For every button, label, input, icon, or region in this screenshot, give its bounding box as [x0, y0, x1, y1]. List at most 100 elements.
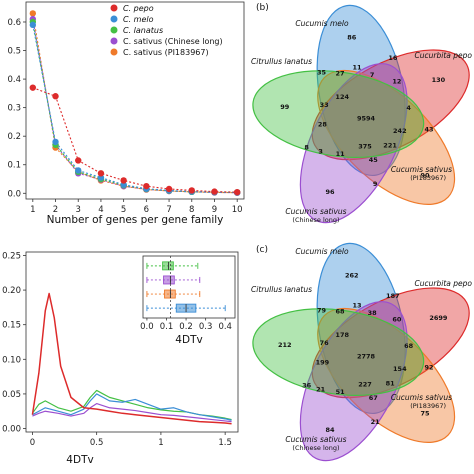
- venn-diagram-c: (c) Cucumis melo Cucurbita pepo Cucumis sa…: [251, 242, 472, 462]
- legend-marker-sativus-pi183967: [110, 48, 118, 56]
- venn-petal-cucurbita-pepo: [311, 49, 470, 161]
- y-tick-label: 0.2: [7, 132, 21, 142]
- x-tick-label: 2: [53, 205, 58, 215]
- venn-count: 2699: [429, 314, 448, 322]
- x-tick-label: 6: [144, 205, 149, 215]
- x-tick-label: 1: [158, 438, 163, 448]
- y-tick-label: 0.1: [7, 161, 21, 171]
- inset-x-tick-label: 0.4: [218, 322, 232, 332]
- venn-set-label: Cucumis sativus: [391, 165, 452, 174]
- data-point-pepo: [29, 84, 37, 91]
- venn-count: 21: [316, 385, 326, 393]
- legend-label-sativus-pi183967: C. sativus (PI183967): [123, 48, 209, 57]
- 4dtv-x-axis-label: 4DTv: [66, 454, 93, 466]
- venn-count: 375: [358, 142, 372, 150]
- venn-petal-cucurbita-pepo: [311, 287, 470, 399]
- venn-set-label: Citrullus lanatus: [251, 285, 312, 294]
- venn-petal-cucumis-sativus-pi183967: [317, 307, 456, 443]
- venn-b-counts: 86 130 90 96 99 16 12 43 9 8 35 7 4 242 221 45 375 11 3 28 3…: [280, 34, 445, 196]
- venn-count: 60: [392, 316, 402, 324]
- venn-count: 92: [425, 364, 434, 372]
- venn-count: 262: [345, 272, 359, 280]
- venn-c-set-labels: Cucumis melo Cucurbita pepo Cucumis sativu…: [251, 247, 472, 452]
- box-sativus_pi: [164, 289, 176, 299]
- venn-set-label: Cucurbita pepo: [415, 279, 473, 288]
- venn-count: 2778: [357, 353, 376, 361]
- gene-family-chart-frame: [25, 1, 245, 200]
- legend-marker-sativus-chinese-long: [110, 37, 118, 45]
- venn-set-label: Cucumis sativus: [285, 435, 346, 444]
- venn-petal-cucumis-melo: [316, 242, 406, 415]
- x-tick-label: 10: [232, 205, 243, 215]
- data-point-pepo: [211, 188, 218, 195]
- y-tick-label: 0.0: [7, 189, 21, 199]
- gene-family-chart: 0.0 0.1 0.2 0.3 0.4 0.5 0.6 1 2 3 4 5 6 7 8 9 10 Number…: [7, 1, 245, 226]
- series-line-sativus_pi: [32, 13, 238, 194]
- venn-count: 27: [335, 69, 344, 77]
- venn-count: 67: [369, 394, 378, 402]
- data-point-pepo: [165, 185, 173, 193]
- legend-label-melo: C. melo: [123, 15, 154, 24]
- venn-set-label: Cucumis melo: [295, 247, 349, 256]
- venn-count: 38: [368, 309, 378, 317]
- venn-b-petals: [252, 4, 470, 224]
- inset-x-tick-label: 0.1: [160, 322, 174, 332]
- box-lanatus: [162, 261, 174, 271]
- venn-count: 221: [383, 141, 397, 149]
- venn-count: 81: [386, 379, 396, 387]
- inset-x-tick-label: 0.0: [140, 322, 154, 332]
- venn-count: 16: [388, 54, 398, 62]
- venn-set-label: Cucumis sativus: [391, 393, 452, 402]
- venn-count: 124: [335, 93, 349, 101]
- y-tick-label: 0.3: [7, 104, 21, 114]
- data-point-melo: [75, 167, 82, 174]
- venn-b-set-labels: Cucumis melo Cucurbita pepo Cucumis sativu…: [251, 19, 472, 224]
- venn-petal-cucumis-sativus-chinese-long: [299, 63, 408, 224]
- venn-count: 212: [278, 341, 292, 349]
- venn-count: 99: [280, 103, 290, 111]
- gene-family-legend: C. pepo C. melo C. lanatus C. sativus (C…: [110, 4, 223, 57]
- venn-count: 33: [320, 101, 329, 109]
- venn-set-label: Cucurbita pepo: [415, 51, 473, 60]
- venn-count: 68: [335, 307, 345, 315]
- venn-count: 68: [404, 342, 414, 350]
- venn-c-counts: 262 2699 75 84 212 187 60 92 21 36 79 38 68 154 81 67 22…: [278, 272, 448, 434]
- venn-count: 76: [320, 339, 330, 347]
- x-tick-label: 7: [166, 205, 171, 215]
- venn-count: 154: [393, 365, 407, 373]
- venn-count: 178: [335, 331, 349, 339]
- series-line-pepo: [32, 87, 238, 193]
- venn-c-petals: [252, 242, 470, 462]
- x-tick-label: 0: [30, 438, 35, 448]
- legend-marker-pepo: [110, 4, 118, 12]
- legend-label-pepo: C. pepo: [123, 4, 154, 13]
- y-tick-label: 0.10: [2, 355, 21, 365]
- y-tick-label: 0.5: [7, 47, 21, 57]
- inset-x-axis-label: 4DTv: [175, 334, 202, 346]
- venn-set-label: Cucumis melo: [295, 19, 349, 28]
- data-point-pepo: [120, 177, 127, 184]
- data-point-sativus_pi: [29, 10, 37, 17]
- venn-count: 11: [336, 150, 346, 158]
- density-line-melo: [32, 393, 232, 421]
- 4dtv-chart-frame: [25, 251, 239, 433]
- x-tick-label: 8: [189, 205, 194, 215]
- y-tick-label: 0.6: [7, 18, 21, 28]
- venn-b-panel-label: (b): [256, 3, 269, 13]
- gene-family-x-axis-label: Number of genes per gene family: [47, 214, 224, 226]
- y-tick-label: 0.05: [2, 390, 21, 400]
- venn-count: 8: [304, 143, 309, 151]
- legend-label-lanatus: C. lanatus: [123, 26, 163, 35]
- venn-set-label: Citrullus lanatus: [251, 57, 312, 66]
- legend-label-sativus-chinese-long: C. sativus (Chinese long): [123, 37, 223, 46]
- x-tick-label: 1.5: [218, 438, 232, 448]
- x-tick-label: 5: [121, 205, 126, 215]
- data-point-pepo: [52, 93, 59, 100]
- y-tick-label: 0.25: [2, 251, 21, 261]
- data-point-pepo: [188, 187, 195, 194]
- venn-count: 96: [326, 188, 336, 196]
- venn-count: 35: [317, 68, 327, 76]
- venn-c-panel-label: (c): [256, 245, 268, 255]
- y-tick-label: 0.4: [7, 75, 21, 85]
